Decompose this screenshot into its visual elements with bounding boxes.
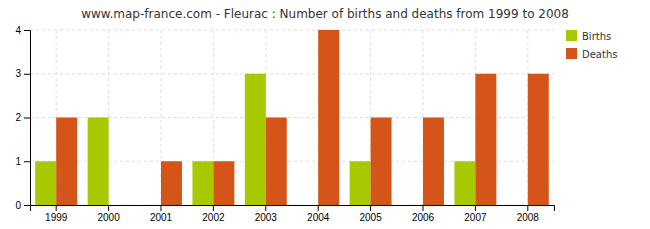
bar: [140, 205, 161, 206]
grid: [30, 30, 554, 205]
tick-mark: [24, 74, 30, 75]
bar: [371, 118, 392, 206]
tick-mark: [318, 205, 319, 211]
title: www.map-france.com - Fleurac : Number of…: [81, 7, 569, 21]
axis-line: [31, 206, 555, 212]
bar: [297, 205, 318, 206]
tick-mark: [475, 205, 476, 211]
legend-label: Deaths: [582, 49, 617, 60]
tick: 2000: [97, 205, 120, 223]
tick-label: 2001: [150, 212, 173, 223]
tick: 2004: [307, 205, 330, 223]
tick-mark: [56, 205, 57, 211]
bar: [35, 161, 56, 205]
bar: [423, 118, 444, 206]
y-axis: 0 1 2 3 4: [15, 25, 30, 211]
tick-label: 2005: [359, 212, 382, 223]
tick-label: 1: [15, 156, 21, 167]
bar: [192, 161, 213, 205]
bar: [56, 118, 77, 206]
tick: 2: [15, 112, 30, 123]
tick-label: 2: [15, 112, 21, 123]
tick: 2006: [412, 205, 435, 223]
tick-mark: [265, 205, 266, 211]
legend-swatch: [566, 48, 577, 59]
tick: 1: [15, 156, 30, 167]
bar: [161, 161, 182, 205]
bar: [454, 161, 475, 205]
x-axis: 1999 2000 2001 2002 2003 2004 2005 2006 2007 2008: [31, 205, 555, 223]
tick: 1999: [45, 205, 68, 223]
legend-swatch: [566, 30, 577, 41]
bar: [402, 205, 423, 206]
tick: 2002: [202, 205, 225, 223]
tick-label: 2004: [307, 212, 330, 223]
tick-label: 2002: [202, 212, 225, 223]
legend-item: Births: [566, 30, 611, 42]
tick: 2007: [464, 205, 487, 223]
tick-label: 3: [15, 68, 21, 79]
tick: 0: [15, 200, 30, 211]
bar: [318, 30, 339, 205]
bar: [266, 118, 287, 206]
legend-label: Births: [582, 31, 611, 42]
tick-mark: [527, 205, 528, 211]
tick-mark: [24, 118, 30, 119]
axis-line: [24, 31, 31, 206]
tick-mark: [24, 30, 30, 31]
tick: 3: [15, 68, 30, 79]
tick: 4: [15, 25, 30, 36]
tick: 2005: [359, 205, 382, 223]
tick: 2001: [150, 205, 173, 223]
bar: [350, 161, 371, 205]
legend-item: Deaths: [566, 48, 617, 60]
tick-mark: [24, 161, 30, 162]
bar: [88, 118, 109, 206]
bar: [475, 74, 496, 205]
legend: Births Deaths: [566, 30, 617, 60]
tick: 2003: [255, 205, 278, 223]
bar: [109, 205, 130, 206]
tick-label: 4: [15, 25, 21, 36]
plot: 1999 2000 2001 2002 2003 2004 2005 2006 2007 2008…: [15, 25, 554, 223]
tick-mark: [108, 205, 109, 211]
tick-label: 1999: [45, 212, 68, 223]
tick-mark: [213, 205, 214, 211]
bar: [213, 161, 234, 205]
tick-mark: [370, 205, 371, 211]
tick-label: 2003: [255, 212, 278, 223]
chart: www.map-france.com - Fleurac : Number of…: [0, 0, 650, 229]
bar-series: [56, 30, 549, 205]
bar: [528, 74, 549, 205]
bar: [507, 205, 528, 206]
bar-series: [35, 74, 475, 205]
tick-label: 2008: [517, 212, 540, 223]
tick-mark: [24, 205, 30, 206]
tick-label: 2000: [97, 212, 120, 223]
bar: [245, 74, 266, 205]
tick-label: 2007: [464, 212, 487, 223]
tick-label: 0: [15, 200, 21, 211]
bars: [35, 30, 549, 205]
tick-mark: [161, 205, 162, 211]
tick-mark: [423, 205, 424, 211]
tick-label: 2006: [412, 212, 435, 223]
tick: 2008: [517, 205, 540, 223]
